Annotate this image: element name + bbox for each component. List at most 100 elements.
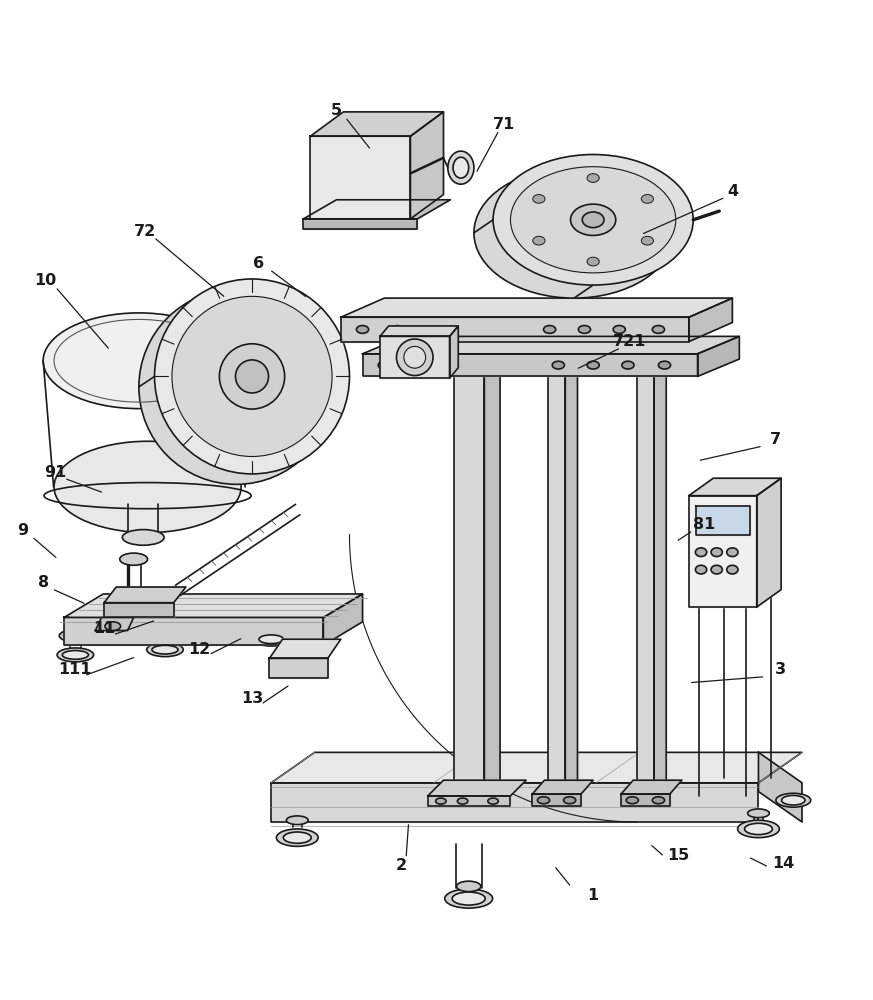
Ellipse shape xyxy=(413,361,425,369)
Ellipse shape xyxy=(544,326,556,333)
Polygon shape xyxy=(303,200,450,219)
Ellipse shape xyxy=(139,289,333,484)
Polygon shape xyxy=(450,326,458,378)
Ellipse shape xyxy=(587,257,599,266)
Ellipse shape xyxy=(726,548,738,557)
Ellipse shape xyxy=(378,361,390,369)
Polygon shape xyxy=(64,594,362,617)
Polygon shape xyxy=(410,112,443,219)
Polygon shape xyxy=(428,780,526,796)
Ellipse shape xyxy=(404,346,426,368)
Ellipse shape xyxy=(396,339,433,376)
Polygon shape xyxy=(272,783,759,822)
Ellipse shape xyxy=(147,643,183,657)
Polygon shape xyxy=(362,336,739,354)
Polygon shape xyxy=(270,658,327,678)
Polygon shape xyxy=(533,780,593,794)
Ellipse shape xyxy=(105,622,120,631)
Ellipse shape xyxy=(626,797,638,804)
Polygon shape xyxy=(104,603,174,617)
Ellipse shape xyxy=(155,279,349,474)
Ellipse shape xyxy=(747,809,769,818)
Ellipse shape xyxy=(149,624,181,637)
Polygon shape xyxy=(380,336,450,378)
Ellipse shape xyxy=(152,645,178,654)
Text: 9: 9 xyxy=(17,523,29,538)
Ellipse shape xyxy=(533,195,545,203)
Ellipse shape xyxy=(43,313,235,409)
Ellipse shape xyxy=(564,797,575,804)
Polygon shape xyxy=(340,298,732,317)
Polygon shape xyxy=(270,639,340,658)
Text: 1: 1 xyxy=(588,888,599,903)
Text: 11: 11 xyxy=(93,621,115,636)
Ellipse shape xyxy=(553,361,565,369)
Ellipse shape xyxy=(696,548,707,557)
Ellipse shape xyxy=(444,889,492,908)
Ellipse shape xyxy=(652,797,664,804)
Polygon shape xyxy=(485,304,500,796)
Ellipse shape xyxy=(696,565,707,574)
Ellipse shape xyxy=(457,881,481,892)
Ellipse shape xyxy=(474,168,674,298)
Ellipse shape xyxy=(254,632,289,646)
Text: 6: 6 xyxy=(252,256,264,271)
Text: 81: 81 xyxy=(693,517,716,532)
Polygon shape xyxy=(654,310,666,796)
Polygon shape xyxy=(548,322,566,796)
Text: 12: 12 xyxy=(189,642,211,657)
Ellipse shape xyxy=(726,565,738,574)
Ellipse shape xyxy=(658,361,670,369)
Ellipse shape xyxy=(511,167,676,273)
Polygon shape xyxy=(757,478,781,607)
Polygon shape xyxy=(64,617,323,645)
Text: 15: 15 xyxy=(667,848,690,863)
Polygon shape xyxy=(454,304,500,317)
Polygon shape xyxy=(310,136,410,219)
Text: 13: 13 xyxy=(241,691,263,706)
Polygon shape xyxy=(689,496,757,607)
Text: 5: 5 xyxy=(331,103,342,118)
Ellipse shape xyxy=(776,793,811,807)
Polygon shape xyxy=(95,617,134,631)
Polygon shape xyxy=(636,322,654,796)
Polygon shape xyxy=(380,326,458,336)
Ellipse shape xyxy=(259,635,284,644)
Ellipse shape xyxy=(391,326,403,333)
Ellipse shape xyxy=(457,798,468,804)
Polygon shape xyxy=(689,478,781,496)
Ellipse shape xyxy=(613,326,625,333)
Ellipse shape xyxy=(122,530,164,545)
Ellipse shape xyxy=(236,360,269,393)
Ellipse shape xyxy=(582,212,604,228)
Ellipse shape xyxy=(59,630,92,642)
Polygon shape xyxy=(428,796,511,806)
Ellipse shape xyxy=(533,236,545,245)
Polygon shape xyxy=(696,506,750,535)
Ellipse shape xyxy=(652,326,664,333)
Ellipse shape xyxy=(54,441,241,533)
Text: 2: 2 xyxy=(396,858,407,873)
Ellipse shape xyxy=(711,565,722,574)
Ellipse shape xyxy=(538,797,550,804)
Polygon shape xyxy=(454,317,485,796)
Text: 3: 3 xyxy=(774,662,786,677)
Ellipse shape xyxy=(57,648,93,662)
Text: 91: 91 xyxy=(45,465,66,480)
Text: 8: 8 xyxy=(38,575,49,590)
Ellipse shape xyxy=(120,553,148,565)
Ellipse shape xyxy=(172,296,332,456)
Ellipse shape xyxy=(284,832,311,843)
Text: 721: 721 xyxy=(613,334,646,349)
Ellipse shape xyxy=(448,151,474,184)
Text: 14: 14 xyxy=(772,856,794,871)
Ellipse shape xyxy=(452,892,485,905)
Ellipse shape xyxy=(571,204,615,235)
Ellipse shape xyxy=(356,326,368,333)
Polygon shape xyxy=(362,354,698,376)
Polygon shape xyxy=(340,317,689,342)
Ellipse shape xyxy=(62,651,88,659)
Text: 4: 4 xyxy=(727,184,738,199)
Ellipse shape xyxy=(436,798,446,804)
Text: 10: 10 xyxy=(34,273,56,288)
